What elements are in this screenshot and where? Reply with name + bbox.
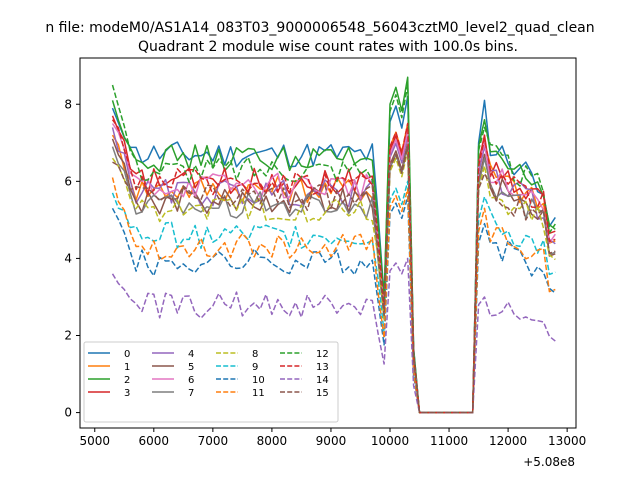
- x-tick-label: 10000: [371, 434, 409, 448]
- y-tick-label: 4: [64, 251, 72, 265]
- x-tick-label: 11000: [430, 434, 468, 448]
- series-line-14: [111, 257, 556, 414]
- x-tick-label: 8000: [257, 434, 288, 448]
- series-line-12: [111, 84, 556, 414]
- series-line-9: [111, 180, 556, 414]
- legend-label-12: 12: [316, 349, 329, 360]
- legend-label-9: 9: [252, 362, 258, 373]
- x-tick-label: 13000: [548, 434, 586, 448]
- chart-title: Quadrant 2 module wise count rates with …: [138, 39, 518, 55]
- series-line-3: [111, 115, 556, 414]
- legend-label-8: 8: [252, 349, 258, 360]
- legend-box: [83, 341, 339, 423]
- x-axis: 5000 6000 7000 8000 9000 10000 11000 12000 13000: [79, 428, 586, 448]
- legend-label-0: 0: [124, 349, 130, 360]
- series-line-15: [112, 145, 556, 414]
- legend-label-10: 10: [252, 375, 265, 386]
- x-tick-label: 6000: [139, 434, 170, 448]
- figure-suptitle: n file: modeM0/AS1A14_083T03_9000006548_…: [45, 20, 594, 36]
- series-layer: [111, 76, 556, 414]
- x-tick-label: 5000: [79, 434, 110, 448]
- axes-frame: [79, 57, 577, 429]
- legend-label-6: 6: [188, 375, 194, 386]
- y-tick-label: 2: [64, 329, 72, 343]
- series-line-10: [111, 196, 556, 414]
- legend-label-14: 14: [316, 375, 329, 386]
- legend-label-2: 2: [124, 375, 130, 386]
- series-line-2: [111, 76, 556, 414]
- y-tick-label: 0: [64, 406, 72, 420]
- y-tick-label: 8: [64, 97, 72, 111]
- series-line-13: [111, 119, 556, 414]
- series-line-4: [111, 127, 556, 414]
- legend-label-4: 4: [188, 349, 194, 360]
- legend-label-1: 1: [124, 362, 130, 373]
- series-line-7: [111, 145, 556, 414]
- legend-label-5: 5: [188, 362, 194, 373]
- legend-label-11: 11: [252, 388, 265, 399]
- legend-label-3: 3: [124, 388, 130, 399]
- legend-label-13: 13: [316, 362, 329, 373]
- y-tick-label: 6: [64, 174, 72, 188]
- x-axis-offset-label: +5.08e8: [523, 455, 575, 469]
- y-axis: 0 2 4 6 8: [64, 97, 80, 420]
- x-tick-label: 12000: [489, 434, 527, 448]
- x-tick-label: 9000: [316, 434, 347, 448]
- x-tick-label: 7000: [198, 434, 229, 448]
- series-line-11: [111, 177, 556, 414]
- legend-label-15: 15: [316, 388, 329, 399]
- legend-label-7: 7: [188, 388, 194, 399]
- series-line-0: [111, 95, 556, 414]
